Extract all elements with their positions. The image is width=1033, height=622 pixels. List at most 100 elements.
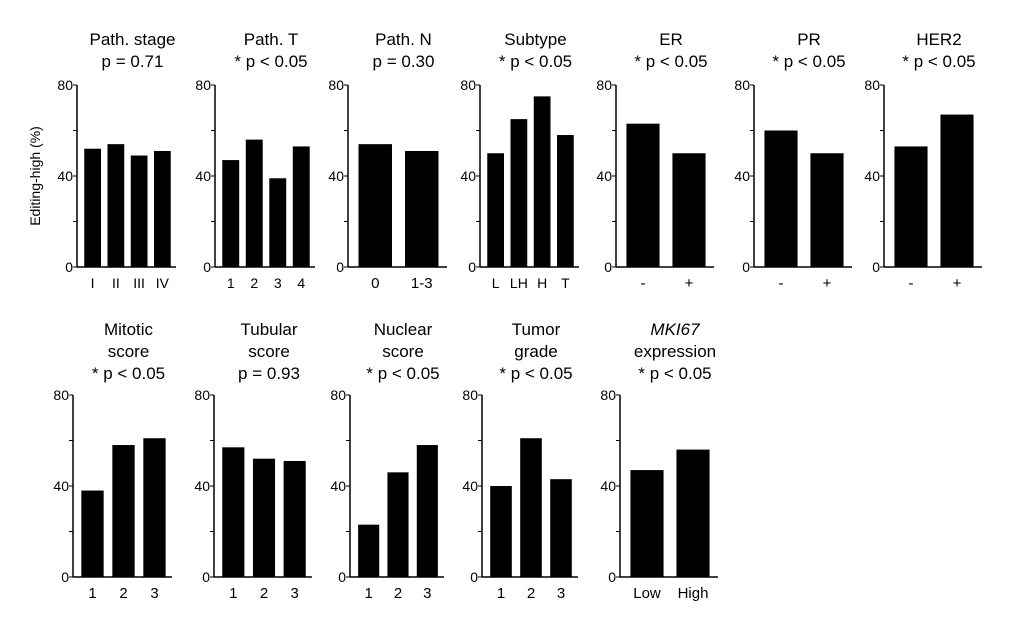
panel-title: p = 0.71 bbox=[102, 52, 164, 71]
panel-title: * p < 0.05 bbox=[234, 52, 307, 71]
x-tick-label: 1-3 bbox=[411, 275, 433, 292]
bar bbox=[510, 119, 528, 267]
x-tick-label: 3 bbox=[274, 275, 282, 291]
y-tick-label: 80 bbox=[596, 77, 612, 93]
bar bbox=[143, 438, 166, 577]
y-tick-label: 0 bbox=[336, 259, 344, 275]
y-tick-label: 80 bbox=[57, 77, 73, 93]
panel-title: grade bbox=[514, 342, 557, 361]
panel-title: HER2 bbox=[916, 30, 961, 49]
y-tick-label: 80 bbox=[328, 77, 344, 93]
y-tick-label: 80 bbox=[460, 77, 476, 93]
panel-title: p = 0.93 bbox=[238, 364, 300, 383]
x-tick-label: T bbox=[561, 275, 570, 291]
x-tick-label: H bbox=[537, 275, 547, 291]
panel-title: * p < 0.05 bbox=[634, 52, 707, 71]
bar bbox=[154, 150, 171, 267]
y-tick-label: 40 bbox=[600, 478, 616, 494]
panel-title: Path. T bbox=[244, 30, 299, 49]
x-tick-label: + bbox=[685, 275, 694, 292]
bar bbox=[222, 447, 245, 577]
bar bbox=[405, 150, 439, 267]
x-tick-label: 3 bbox=[557, 585, 565, 602]
bar bbox=[487, 153, 504, 267]
panel-title: expression bbox=[634, 342, 716, 361]
y-axis-label: Editing-high (%) bbox=[27, 126, 43, 226]
y-tick-label: 40 bbox=[462, 478, 478, 494]
bar bbox=[283, 460, 306, 577]
y-tick-label: 80 bbox=[53, 387, 69, 403]
bar bbox=[764, 130, 798, 267]
y-tick-label: 40 bbox=[194, 478, 210, 494]
x-tick-label: 2 bbox=[394, 585, 402, 602]
x-tick-label: + bbox=[953, 275, 962, 292]
y-tick-label: 0 bbox=[65, 259, 73, 275]
bar bbox=[222, 160, 240, 267]
bar bbox=[112, 445, 135, 577]
x-tick-label: - bbox=[641, 275, 646, 292]
bar bbox=[84, 148, 101, 267]
bar bbox=[416, 445, 438, 577]
panel-title: * p < 0.05 bbox=[499, 52, 572, 71]
bar bbox=[269, 178, 287, 267]
y-tick-label: 0 bbox=[742, 259, 750, 275]
panel-title: MKI67 bbox=[650, 320, 700, 339]
bar bbox=[81, 490, 104, 577]
bar bbox=[810, 153, 844, 267]
y-tick-label: 0 bbox=[468, 259, 476, 275]
x-tick-label: IV bbox=[156, 275, 170, 291]
bar bbox=[107, 144, 125, 267]
bar bbox=[894, 146, 928, 267]
panel-title: * p < 0.05 bbox=[366, 364, 439, 383]
x-tick-label: - bbox=[779, 275, 784, 292]
y-tick-label: 40 bbox=[57, 168, 73, 184]
x-tick-label: II bbox=[112, 275, 120, 291]
y-tick-label: 40 bbox=[596, 168, 612, 184]
bar bbox=[940, 114, 974, 267]
bar bbox=[358, 144, 392, 267]
y-tick-label: 40 bbox=[460, 168, 476, 184]
panel-title: * p < 0.05 bbox=[638, 364, 711, 383]
y-tick-label: 0 bbox=[608, 569, 616, 585]
y-tick-label: 40 bbox=[53, 478, 69, 494]
y-tick-label: 40 bbox=[734, 168, 750, 184]
y-tick-label: 0 bbox=[470, 569, 478, 585]
panel-title: PR bbox=[797, 30, 821, 49]
x-tick-label: 3 bbox=[150, 585, 158, 602]
y-tick-label: 0 bbox=[872, 259, 880, 275]
y-tick-label: 80 bbox=[195, 77, 211, 93]
y-tick-label: 40 bbox=[330, 478, 346, 494]
y-tick-label: 40 bbox=[328, 168, 344, 184]
bar bbox=[252, 458, 276, 577]
x-tick-label: L bbox=[492, 275, 500, 291]
panel-title: * p < 0.05 bbox=[499, 364, 572, 383]
x-tick-label: 2 bbox=[250, 275, 258, 291]
bar bbox=[292, 146, 310, 267]
y-tick-label: 0 bbox=[203, 259, 211, 275]
panel-title: * p < 0.05 bbox=[902, 52, 975, 71]
bar bbox=[245, 139, 263, 267]
x-tick-label: LH bbox=[510, 275, 528, 291]
y-tick-label: 80 bbox=[330, 387, 346, 403]
y-tick-label: 0 bbox=[338, 569, 346, 585]
panel-title: Path. stage bbox=[89, 30, 175, 49]
panel-title: ER bbox=[659, 30, 683, 49]
bar bbox=[550, 479, 572, 577]
bar bbox=[387, 472, 409, 577]
bar bbox=[130, 155, 148, 267]
bar bbox=[520, 438, 542, 577]
panel-title: Tubular bbox=[240, 320, 297, 339]
x-tick-label: 2 bbox=[119, 585, 127, 602]
x-tick-label: High bbox=[678, 585, 709, 602]
bar bbox=[557, 135, 574, 267]
x-tick-label: + bbox=[823, 275, 832, 292]
x-tick-label: - bbox=[909, 275, 914, 292]
panel-title: score bbox=[382, 342, 424, 361]
x-tick-label: 4 bbox=[297, 275, 305, 291]
panel-title: score bbox=[248, 342, 290, 361]
x-tick-label: Low bbox=[633, 585, 661, 602]
y-tick-label: 80 bbox=[600, 387, 616, 403]
panel-title: Nuclear bbox=[374, 320, 433, 339]
bar bbox=[490, 486, 512, 577]
y-tick-label: 80 bbox=[462, 387, 478, 403]
